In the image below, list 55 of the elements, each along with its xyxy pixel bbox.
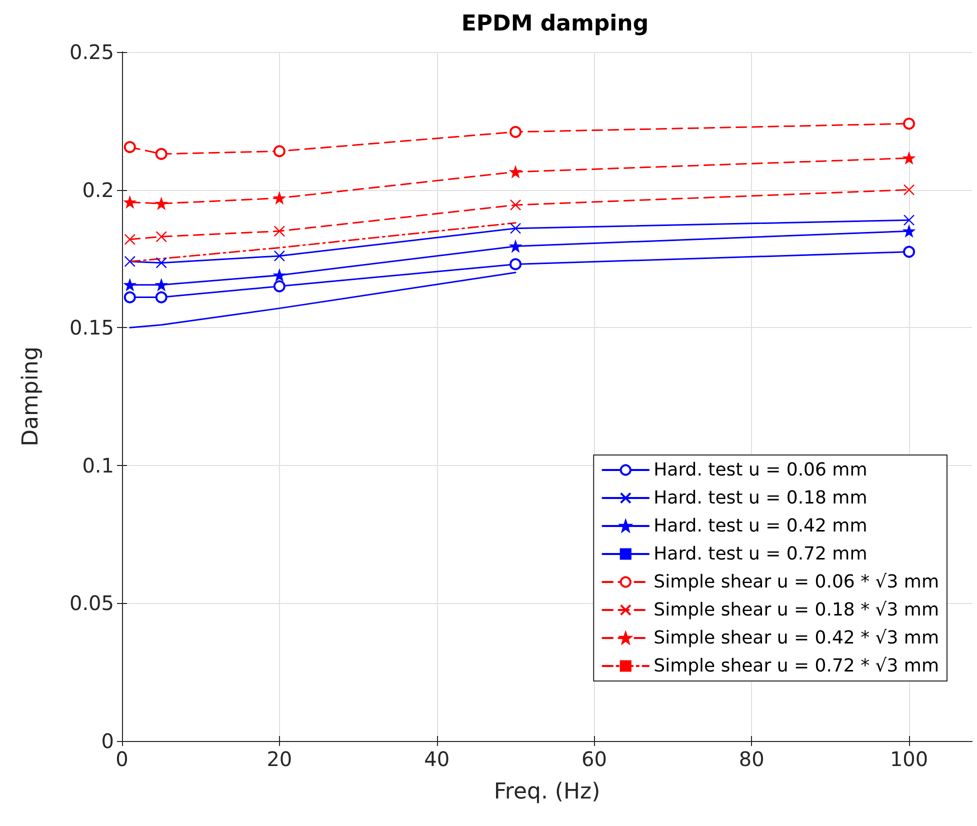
y-tick-label: 0 (101, 729, 114, 753)
x-tick-label: 0 (116, 747, 128, 771)
point (510, 166, 522, 178)
point (274, 192, 286, 204)
x-tick-label: 100 (890, 747, 928, 771)
x-tick-label: 20 (266, 747, 292, 771)
y-tick-label: 0.2 (82, 178, 114, 202)
x-tick-label: 80 (738, 747, 764, 771)
point (903, 214, 915, 226)
legend-label: Hard. test u = 0.42 mm (654, 516, 868, 536)
point (156, 231, 167, 242)
point (903, 118, 916, 130)
point (510, 126, 522, 138)
x-tick-label: 40 (424, 747, 450, 771)
point (510, 258, 522, 270)
point (155, 148, 168, 160)
point (273, 145, 286, 158)
legend-label: Hard. test u = 0.06 mm (654, 460, 868, 480)
legend-label: Simple shear u = 0.72 * √3 mm (654, 656, 940, 676)
point (156, 198, 167, 210)
y-axis-title: Damping (18, 346, 44, 446)
point (273, 280, 286, 292)
point (510, 240, 522, 252)
legend-label: Hard. test u = 0.72 mm (654, 544, 868, 564)
point (510, 222, 522, 234)
legend-label: Simple shear u = 0.42 * √3 mm (654, 628, 940, 648)
y-tick-label: 0.05 (69, 591, 114, 616)
point (124, 196, 136, 208)
point (155, 291, 168, 304)
point (124, 256, 136, 268)
point (903, 226, 915, 237)
line-series (129, 272, 516, 328)
y-tick-label: 0.15 (69, 316, 114, 340)
chart-title: EPDM damping (461, 12, 649, 36)
point (124, 234, 136, 246)
point (903, 152, 915, 164)
point (903, 246, 916, 258)
legend-label: Simple shear u = 0.18 * √3 mm (654, 600, 940, 620)
legend-label: Simple shear u = 0.06 * √3 mm (654, 572, 940, 592)
point (903, 184, 915, 196)
y-tick-label: 0.1 (82, 453, 114, 478)
point (274, 250, 286, 262)
point (156, 257, 167, 268)
point (124, 279, 136, 290)
point (274, 270, 286, 281)
point (274, 226, 286, 237)
x-axis-title: Freq. (Hz) (494, 780, 600, 804)
legend-label: Hard. test u = 0.18 mm (654, 488, 868, 508)
line-series (129, 222, 516, 262)
x-tick-label: 60 (581, 747, 607, 771)
y-tick-label: 0.25 (69, 40, 114, 64)
point (124, 291, 136, 304)
point (124, 141, 136, 154)
point (156, 279, 167, 290)
point (510, 199, 522, 211)
